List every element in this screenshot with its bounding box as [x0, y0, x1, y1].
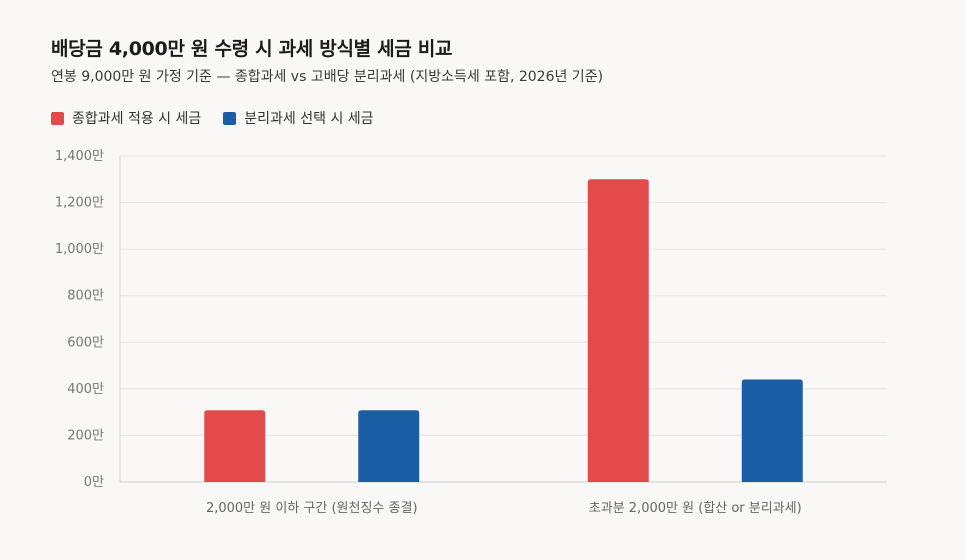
x-category-label: 2,000만 원 이하 구간 (원천징수 종결) — [206, 501, 418, 516]
legend: 종합과세 적용 시 세금 분리과세 선택 시 세금 — [51, 108, 396, 128]
y-tick-label: 0만 — [84, 475, 104, 490]
y-tick-label: 1,000만 — [55, 242, 104, 257]
legend-label-separate: 분리과세 선택 시 세금 — [244, 111, 374, 127]
x-category-label: 초과분 2,000만 원 (합산 or 분리과세) — [589, 501, 802, 516]
chart-subtitle: 연봉 9,000만 원 가정 기준 — 종합과세 vs 고배당 분리과세 (지방… — [51, 69, 604, 85]
bar-separate-1 — [741, 379, 803, 482]
legend-label-comprehensive: 종합과세 적용 시 세금 — [72, 111, 202, 127]
legend-swatch-comprehensive — [51, 111, 64, 125]
bar-separate-0 — [358, 410, 420, 482]
y-tick-label: 400만 — [67, 382, 104, 397]
bar-comprehensive-0 — [204, 410, 266, 482]
legend-item-comprehensive: 종합과세 적용 시 세금 — [51, 108, 201, 128]
y-tick-label: 600만 — [67, 335, 104, 350]
y-tick-label: 1,400만 — [55, 149, 104, 164]
legend-swatch-separate — [223, 111, 237, 125]
y-tick-label: 800만 — [67, 289, 104, 304]
legend-item-separate: 분리과세 선택 시 세금 — [223, 108, 374, 128]
bar-comprehensive-1 — [587, 179, 649, 483]
y-tick-label: 1,200만 — [55, 196, 104, 211]
y-tick-label: 200만 — [67, 428, 104, 443]
chart-title: 배당금 4,000만 원 수령 시 과세 방식별 세금 비교 — [51, 38, 453, 60]
